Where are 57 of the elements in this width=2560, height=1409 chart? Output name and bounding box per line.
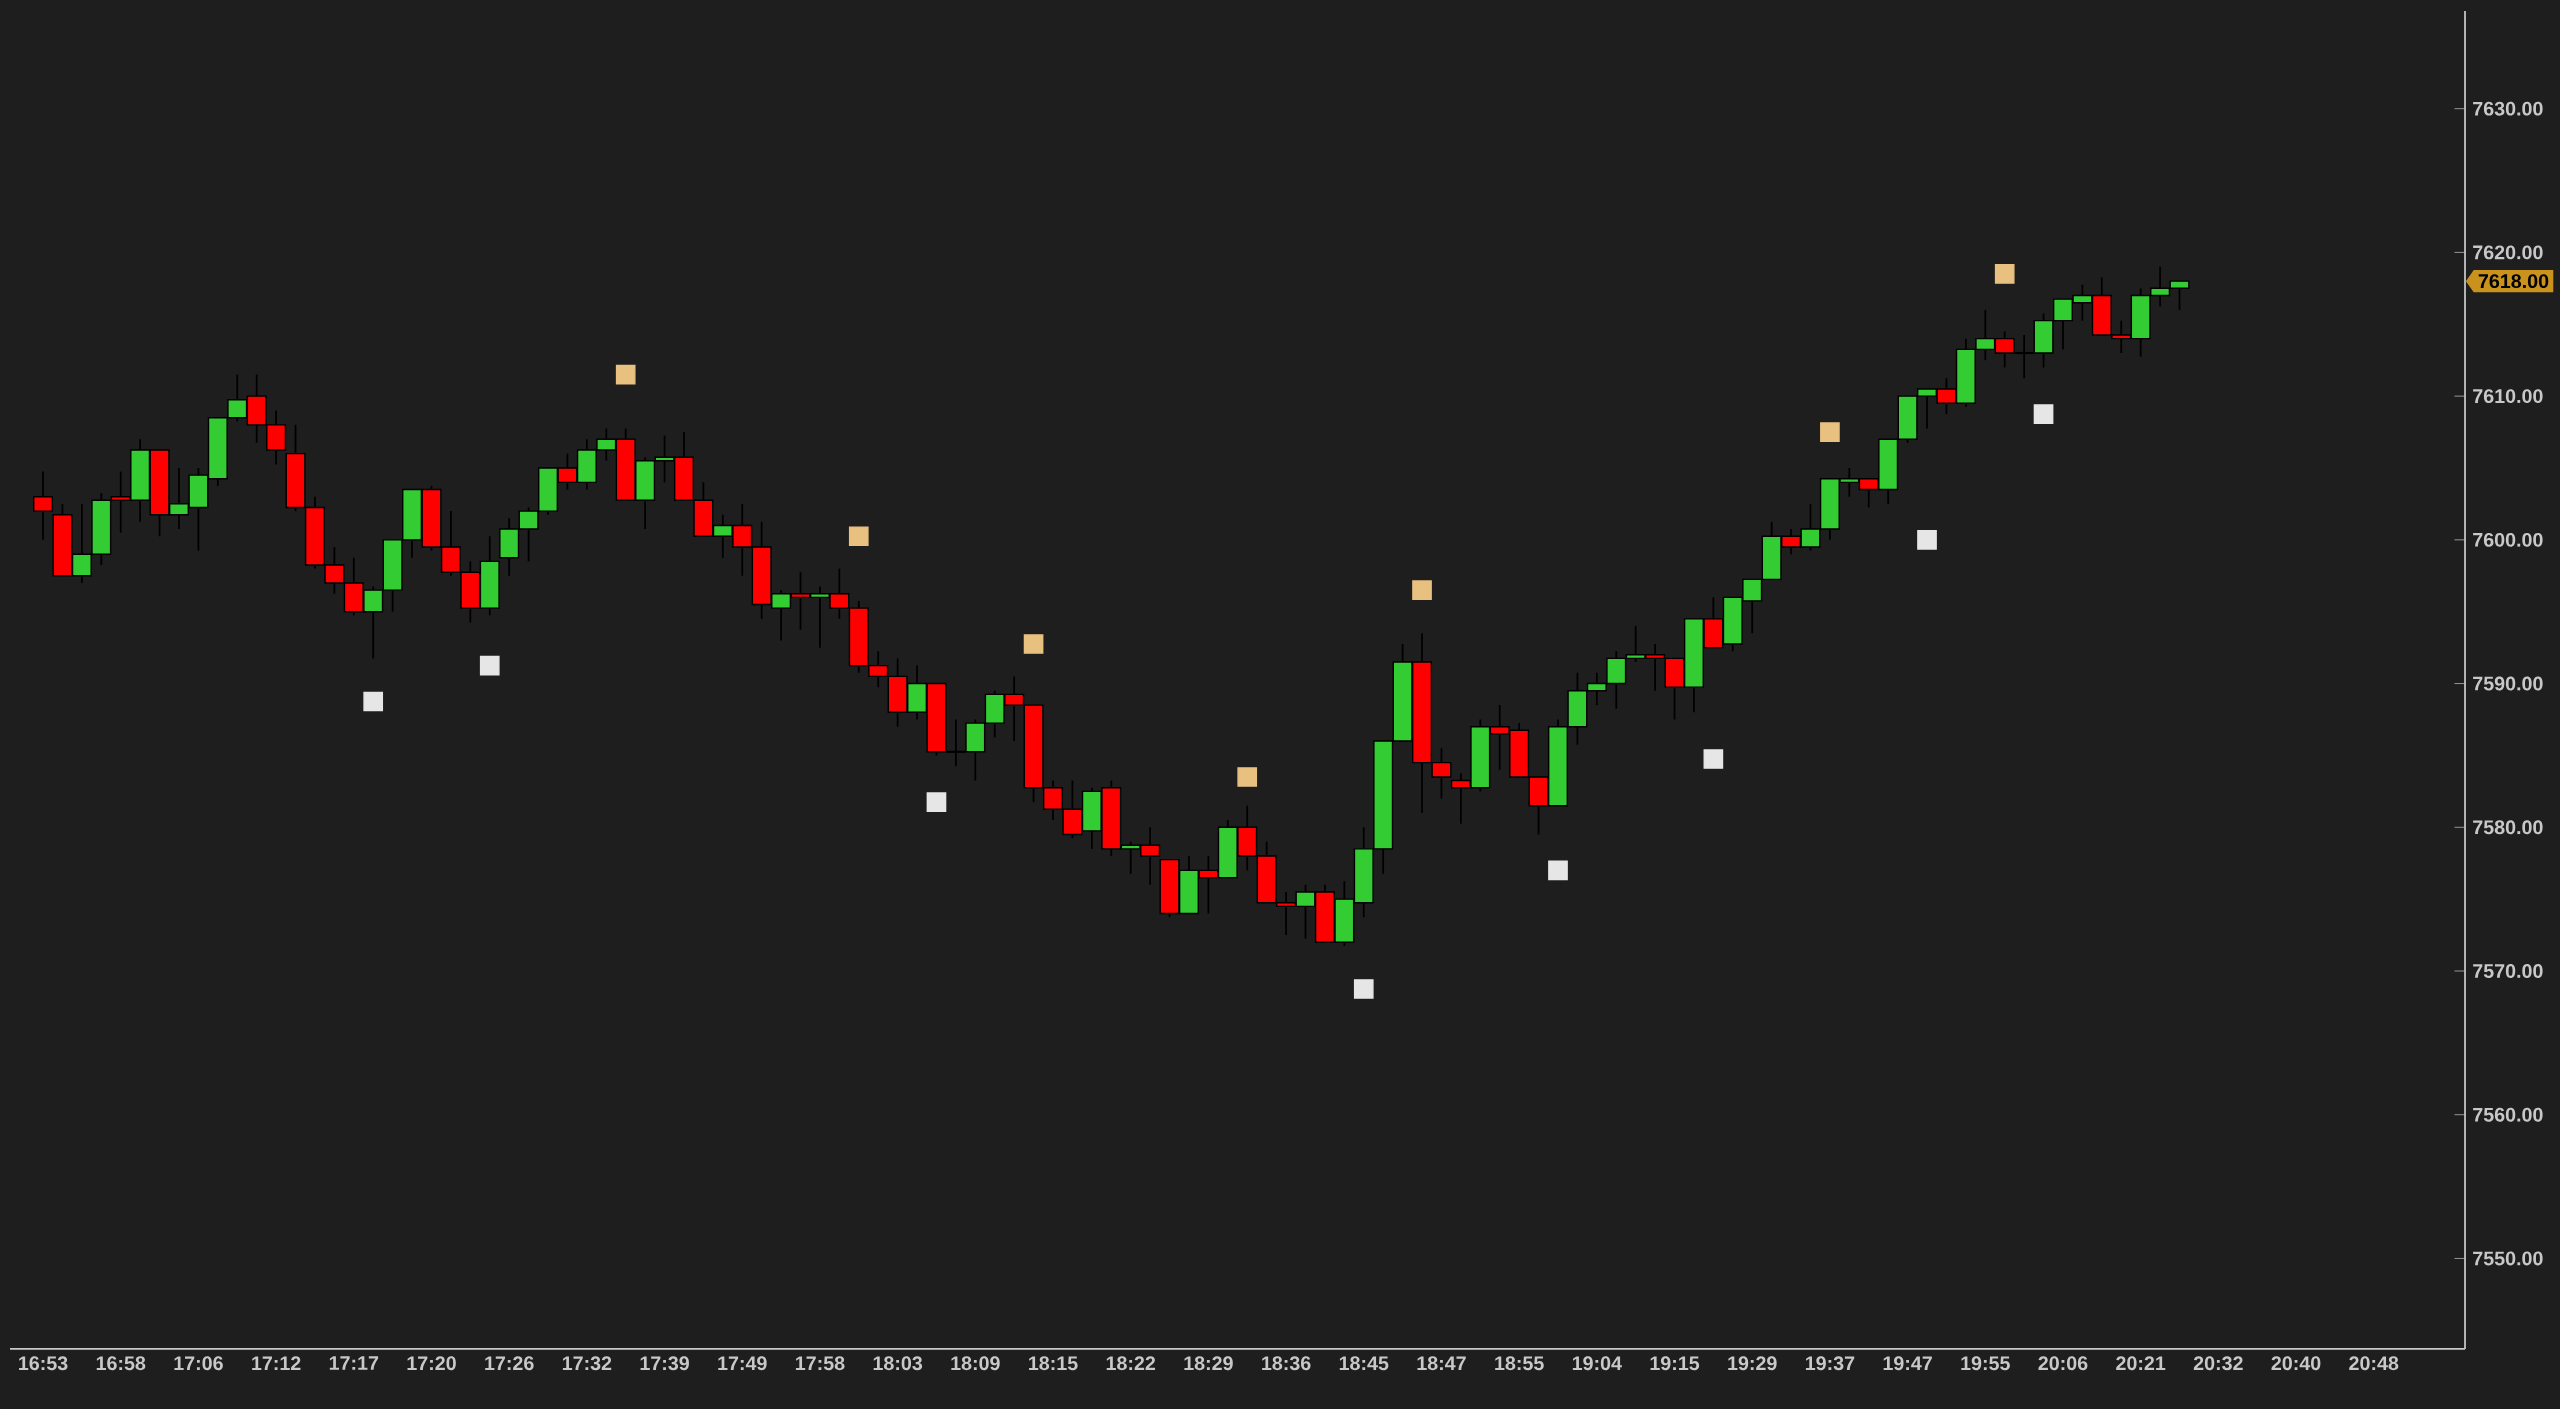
x-tick-label: 20:21 (2116, 1356, 2166, 1371)
y-tick-label: 7630.00 (2473, 101, 2543, 116)
y-tick-label: 7590.00 (2473, 676, 2543, 691)
candlestick (32, 470, 54, 541)
point (926, 792, 947, 812)
x-tick-label: 18:36 (1262, 1356, 1311, 1371)
x-tick-label: 20:48 (2349, 1356, 2399, 1371)
x-tick-label: 17:26 (485, 1356, 534, 1371)
x-tick-label: 20:40 (2271, 1356, 2321, 1371)
y-tick-label: 7570.00 (2473, 964, 2543, 978)
x-tick-label: 18:09 (951, 1356, 1000, 1371)
x-tick-label: 17:06 (174, 1356, 223, 1371)
y-tick-label: 7610.00 (2473, 389, 2543, 404)
y-tick-label: 7600.00 (2473, 532, 2543, 547)
x-tick-label: 17:49 (718, 1356, 767, 1371)
y-tick-label: 7580.00 (2473, 820, 2543, 835)
x-tick-label: 18:29 (1184, 1356, 1233, 1371)
x-tick-label: 17:20 (407, 1356, 456, 1371)
point (479, 655, 500, 676)
x-tick-label: 16:58 (96, 1356, 146, 1371)
point (1237, 767, 1258, 787)
point (363, 691, 384, 712)
x-tick-label: 17:12 (252, 1356, 301, 1370)
x-tick-label: 18:45 (1339, 1356, 1389, 1371)
x-tick-label: 18:47 (1417, 1356, 1466, 1371)
x-tick-label: 19:47 (1883, 1356, 1932, 1371)
x-tick-label: 18:03 (873, 1356, 923, 1371)
x-tick-label: 20:32 (2193, 1356, 2243, 1371)
point (1820, 422, 1840, 442)
point (848, 526, 869, 547)
y-tick-label: 7620.00 (2473, 245, 2543, 260)
y-tick-label: 7550.00 (2473, 1251, 2543, 1266)
x-tick-label: 19:37 (1805, 1356, 1855, 1371)
x-tick-label: 18:55 (1495, 1356, 1544, 1371)
point (2033, 404, 2054, 424)
x-tick-label: 17:32 (562, 1356, 612, 1371)
y-tick-label: 7560.00 (2473, 1107, 2543, 1122)
x-tick-label: 19:55 (1961, 1356, 2010, 1371)
point (1353, 979, 1374, 999)
point (1917, 530, 1937, 550)
point (1703, 749, 1724, 769)
x-tick-label: 20:06 (2038, 1356, 2088, 1371)
text: 7618.00 (2478, 274, 2549, 289)
point (1023, 634, 1044, 654)
point (1994, 264, 2015, 284)
x-tick-label: 19:15 (1650, 1356, 1700, 1371)
x-tick-label: 18:15 (1029, 1356, 1078, 1371)
x-tick-label: 16:53 (19, 1356, 68, 1371)
x-tick-label: 19:04 (1572, 1356, 1622, 1371)
point (615, 364, 636, 385)
x-tick-label: 19:29 (1728, 1356, 1777, 1371)
x-tick-label: 18:22 (1106, 1356, 1156, 1371)
x-tick-label: 17:17 (329, 1356, 379, 1370)
point (1412, 580, 1432, 600)
x-tick-label: 17:58 (795, 1356, 845, 1371)
point (1548, 860, 1568, 881)
x-tick-label: 17:39 (640, 1356, 689, 1371)
